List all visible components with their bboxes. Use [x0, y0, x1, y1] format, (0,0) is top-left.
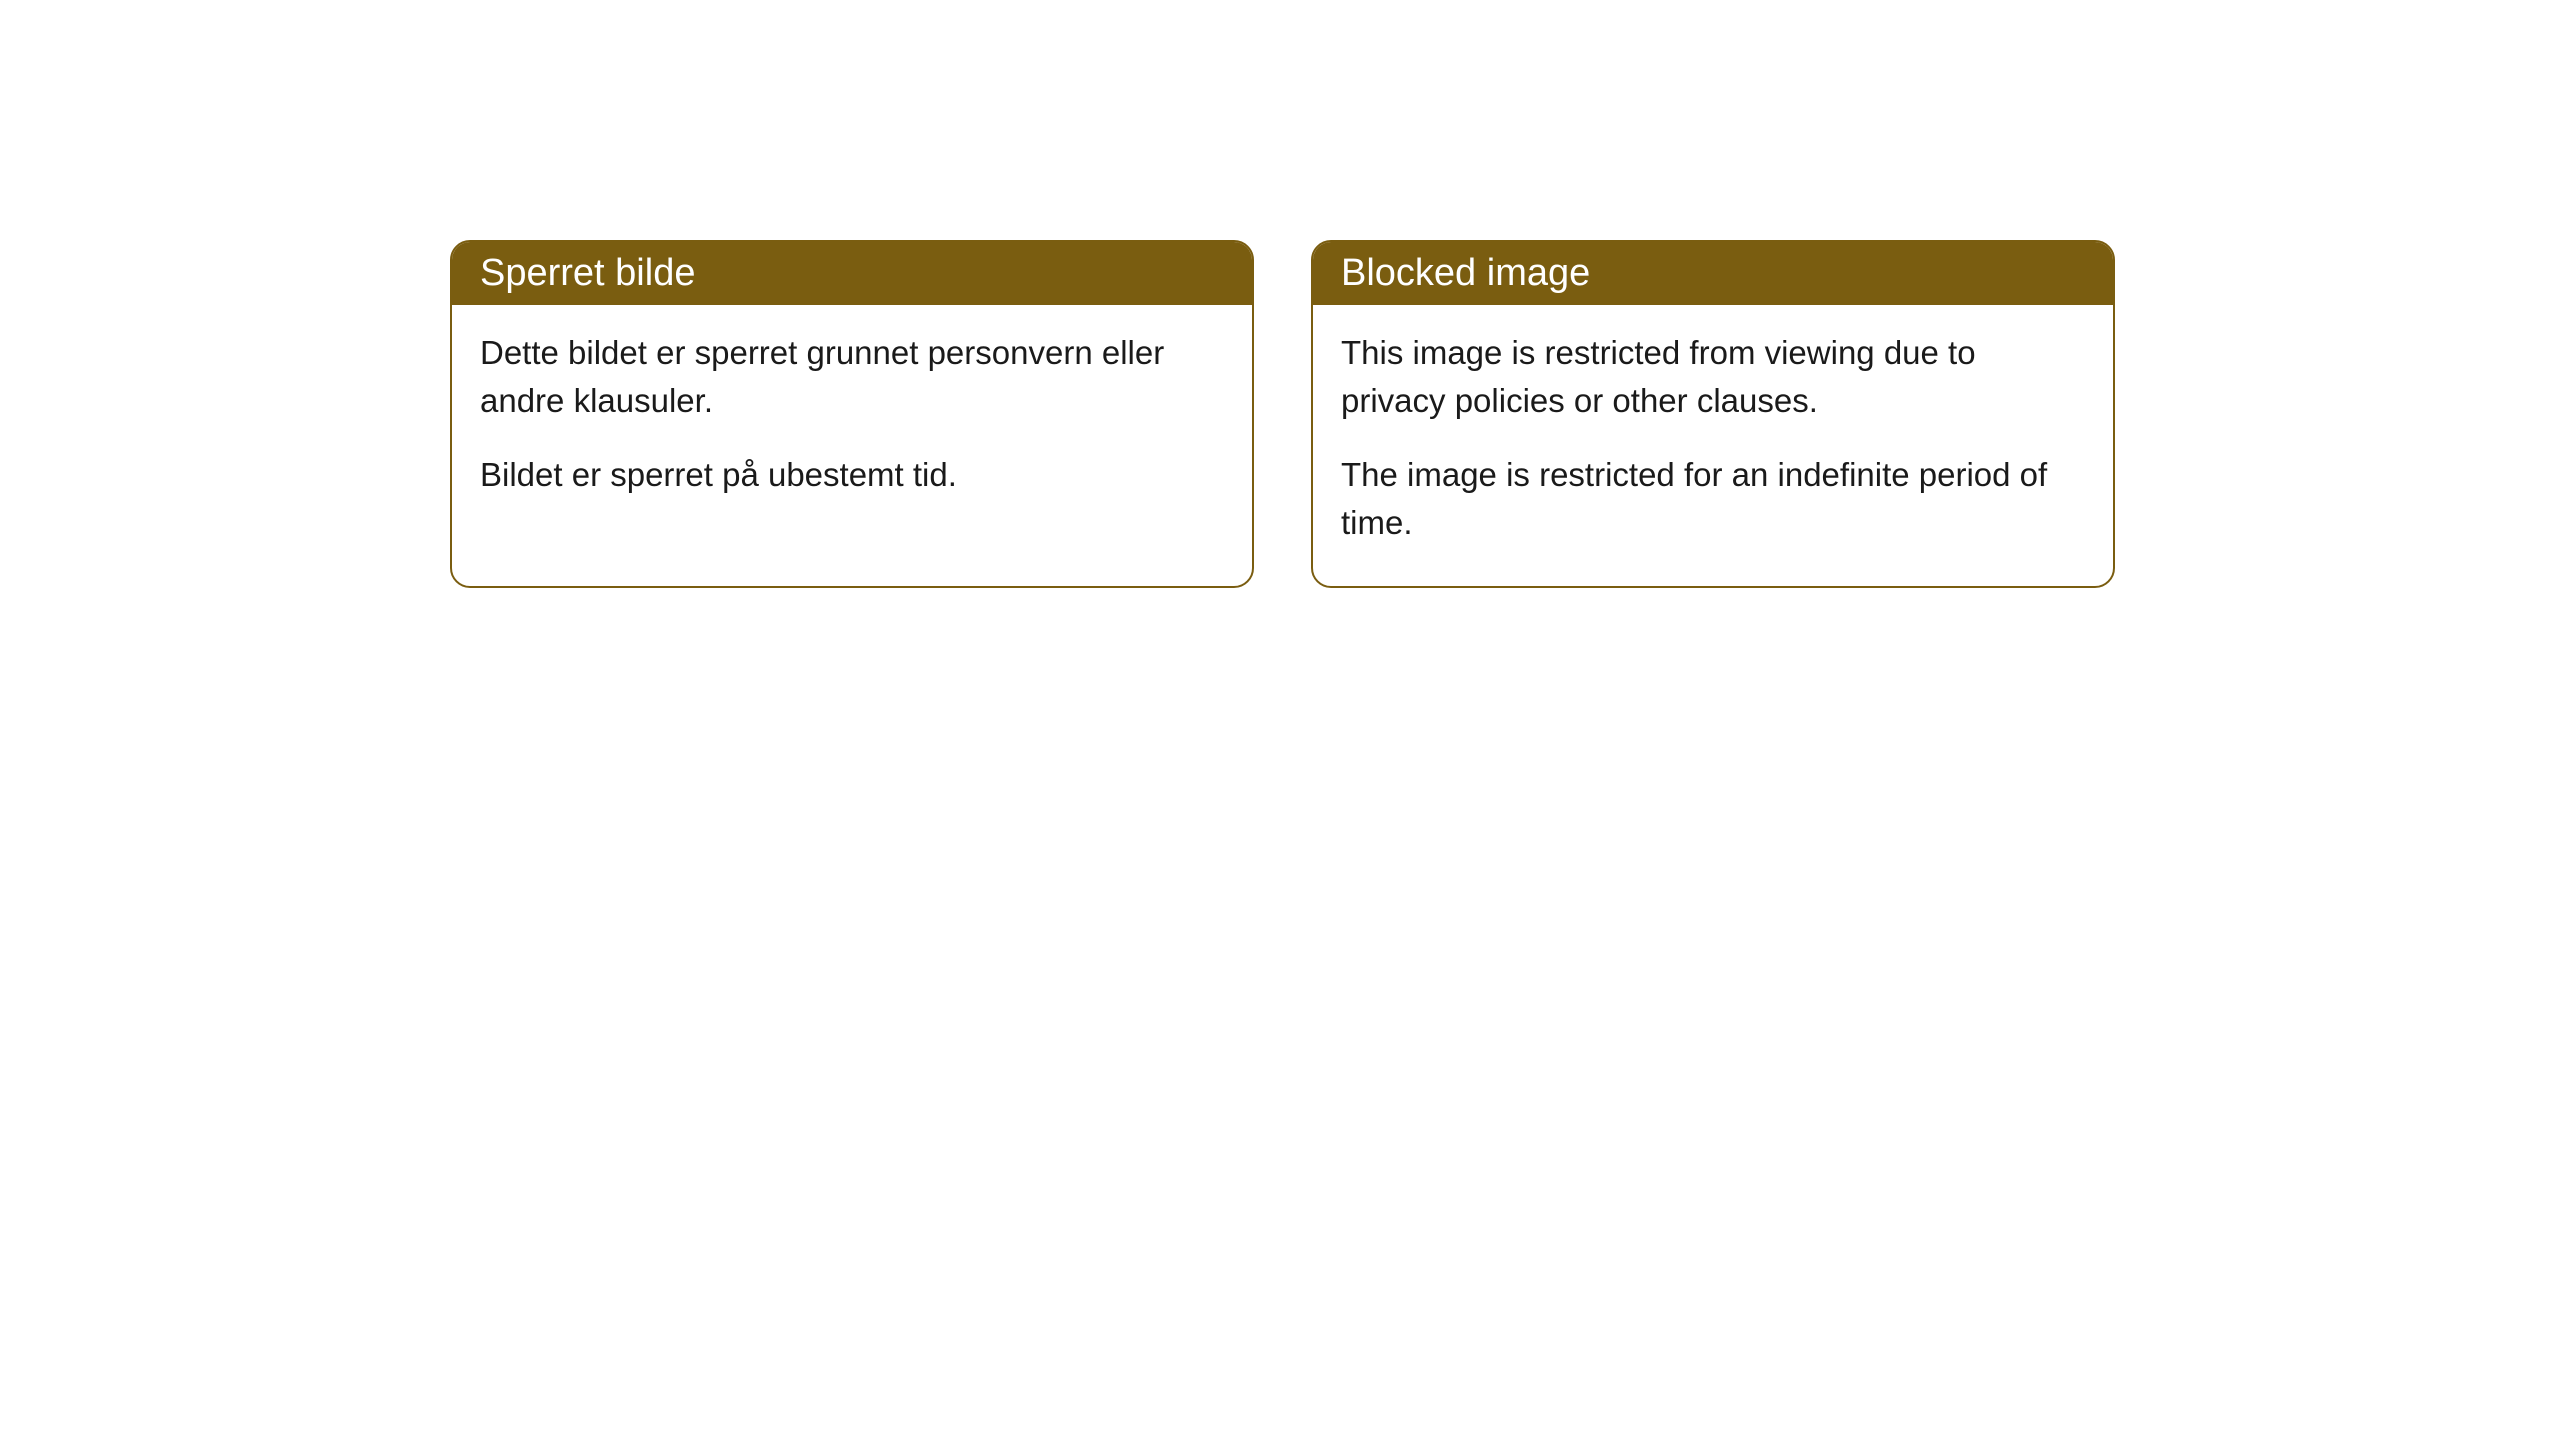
- notice-cards-container: Sperret bilde Dette bildet er sperret gr…: [450, 240, 2560, 588]
- card-paragraph: This image is restricted from viewing du…: [1341, 329, 2085, 425]
- card-header: Blocked image: [1313, 242, 2113, 305]
- card-paragraph: Dette bildet er sperret grunnet personve…: [480, 329, 1224, 425]
- card-title: Blocked image: [1341, 252, 1590, 294]
- card-paragraph: The image is restricted for an indefinit…: [1341, 451, 2085, 547]
- card-paragraph: Bildet er sperret på ubestemt tid.: [480, 451, 1224, 499]
- notice-card-norwegian: Sperret bilde Dette bildet er sperret gr…: [450, 240, 1254, 588]
- card-title: Sperret bilde: [480, 252, 695, 294]
- notice-card-english: Blocked image This image is restricted f…: [1311, 240, 2115, 588]
- card-body: This image is restricted from viewing du…: [1313, 305, 2113, 586]
- card-body: Dette bildet er sperret grunnet personve…: [452, 305, 1252, 539]
- card-header: Sperret bilde: [452, 242, 1252, 305]
